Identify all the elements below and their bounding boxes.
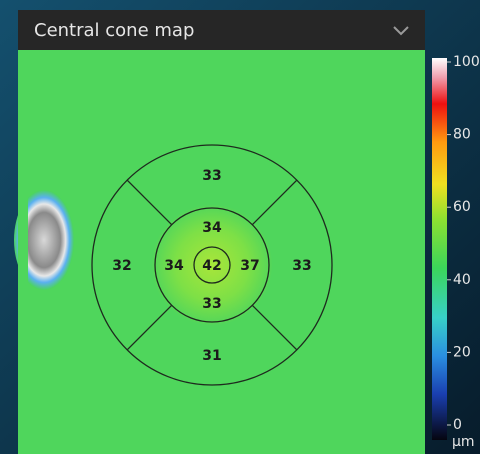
outer-top-value: 33: [202, 168, 221, 184]
map-edge: [18, 190, 28, 290]
inner-top-value: 34: [202, 220, 222, 236]
colorbar-label: 100: [453, 54, 480, 70]
colorbar-label: 0: [453, 417, 462, 433]
page: {"header": {"title": "Central cone map"}…: [0, 0, 480, 454]
colorbar-label: 40: [453, 272, 471, 288]
colorbar-label: 80: [453, 127, 471, 143]
outer-right-value: 33: [292, 258, 311, 274]
colorbar: [432, 58, 447, 440]
inner-left-value: 34: [164, 258, 184, 274]
outer-left-value: 32: [112, 258, 131, 274]
colorbar-label: 60: [453, 199, 471, 215]
panel-title: Central cone map: [34, 20, 194, 41]
screen: Central cone map 0 20 40 60 80 100 µm 42 34 34 37 3…: [0, 0, 480, 454]
center-value: 42: [202, 258, 221, 274]
colorbar-label: 20: [453, 344, 471, 360]
inner-right-value: 37: [240, 258, 259, 274]
outer-bottom-value: 31: [202, 348, 221, 364]
colorbar-unit: µm: [452, 434, 475, 450]
inner-bottom-value: 33: [202, 296, 221, 312]
